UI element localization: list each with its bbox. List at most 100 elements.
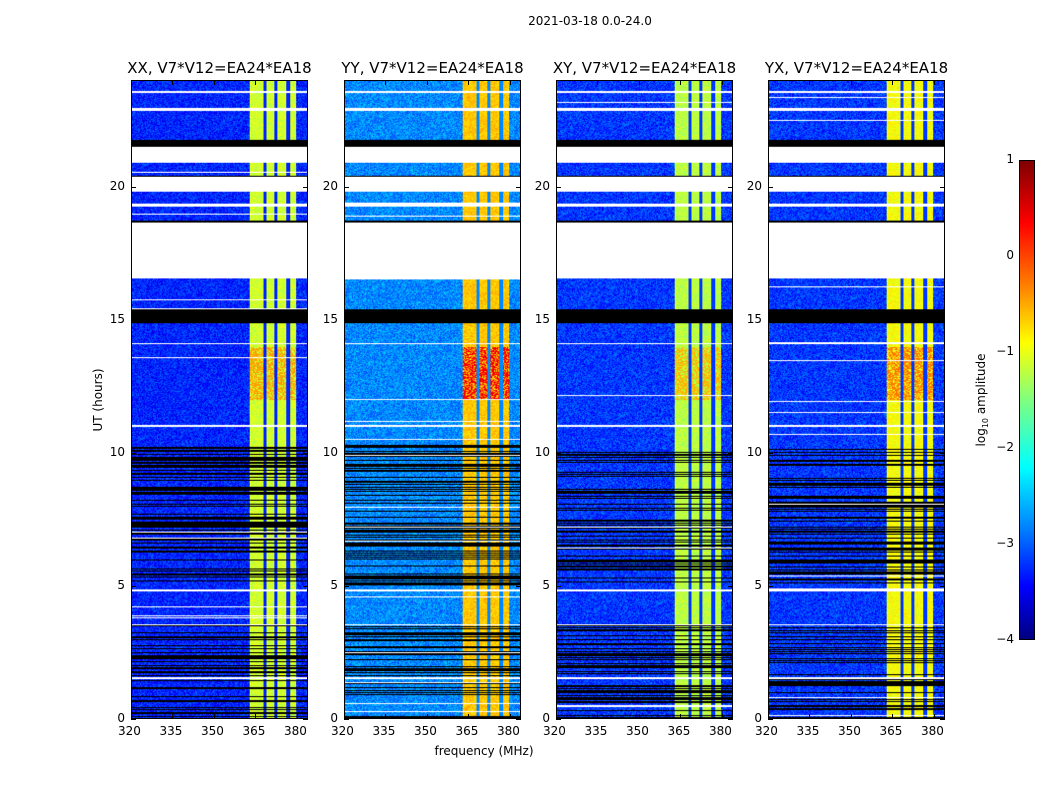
x-tick-mark: [597, 80, 599, 85]
x-tick-label: 350: [200, 724, 224, 738]
colorbar-tick-label: 1: [1006, 152, 1014, 166]
y-tick-label: 15: [109, 311, 125, 326]
y-tick-mark: [768, 319, 773, 321]
y-tick-label: 15: [746, 311, 762, 326]
y-tick-mark: [556, 186, 561, 188]
y-tick-mark: [940, 319, 945, 321]
x-tick-label: 320: [118, 724, 141, 738]
panel-title: YY, V7*V12=EA24*EA18: [341, 59, 524, 77]
colorbar: [1019, 160, 1035, 640]
y-tick-mark: [344, 319, 349, 321]
waterfall-heatmap: [557, 81, 732, 718]
panel-title: XX, V7*V12=EA24*EA18: [127, 59, 312, 77]
x-tick-mark: [426, 80, 428, 85]
y-tick-label: 0: [754, 711, 762, 725]
waterfall-panel: [131, 80, 308, 719]
x-tick-mark: [680, 80, 682, 85]
colorbar-tick-label: −2: [996, 440, 1014, 454]
x-tick-label: 365: [242, 724, 266, 738]
x-tick-mark: [468, 714, 470, 719]
waterfall-panel: [768, 80, 945, 719]
x-tick-mark: [721, 80, 723, 85]
waterfall-panel: [344, 80, 521, 719]
x-tick-mark: [556, 714, 557, 719]
x-tick-label: 350: [625, 724, 649, 738]
y-tick-label: 10: [746, 444, 762, 459]
x-tick-mark: [509, 714, 511, 719]
y-tick-mark: [768, 585, 773, 587]
colorbar-tick-label: −3: [996, 536, 1014, 550]
y-tick-mark: [303, 319, 308, 321]
y-tick-label: 5: [754, 577, 762, 592]
colorbar-tick-label: 0: [1006, 248, 1014, 262]
x-tick-mark: [638, 714, 640, 719]
y-axis-label: UT (hours): [91, 368, 105, 432]
y-tick-mark: [768, 186, 773, 188]
x-tick-mark: [556, 80, 557, 85]
y-tick-mark: [940, 452, 945, 454]
y-tick-mark: [516, 585, 521, 587]
y-tick-mark: [556, 719, 561, 720]
y-tick-mark: [516, 452, 521, 454]
x-tick-mark: [131, 714, 132, 719]
y-tick-mark: [344, 186, 349, 188]
x-tick-mark: [172, 714, 174, 719]
y-tick-mark: [131, 719, 136, 720]
y-tick-mark: [131, 186, 136, 188]
x-tick-mark: [892, 80, 894, 85]
y-tick-mark: [556, 585, 561, 587]
x-tick-mark: [213, 714, 215, 719]
y-tick-mark: [940, 719, 945, 720]
x-tick-mark: [721, 714, 723, 719]
y-tick-mark: [768, 719, 773, 720]
y-tick-label: 0: [117, 711, 125, 725]
x-tick-mark: [680, 714, 682, 719]
x-tick-label: 380: [920, 724, 944, 738]
x-tick-label: 365: [667, 724, 691, 738]
y-tick-mark: [940, 585, 945, 587]
y-tick-label: 20: [109, 178, 125, 193]
y-tick-label: 0: [330, 711, 338, 725]
y-tick-mark: [131, 585, 136, 587]
x-tick-mark: [892, 714, 894, 719]
y-tick-mark: [516, 319, 521, 321]
x-tick-mark: [296, 714, 298, 719]
y-tick-mark: [131, 319, 136, 321]
x-tick-label: 350: [837, 724, 861, 738]
y-tick-label: 10: [322, 444, 338, 459]
x-tick-mark: [344, 80, 345, 85]
x-tick-label: 335: [796, 724, 820, 738]
y-tick-mark: [303, 452, 308, 454]
x-tick-label: 350: [413, 724, 437, 738]
x-tick-mark: [255, 714, 257, 719]
y-tick-mark: [940, 186, 945, 188]
waterfall-panel: [556, 80, 733, 719]
x-tick-mark: [809, 80, 811, 85]
panel-title: XY, V7*V12=EA24*EA18: [552, 59, 737, 77]
y-tick-mark: [516, 186, 521, 188]
x-tick-mark: [468, 80, 470, 85]
x-tick-label: 335: [159, 724, 183, 738]
y-tick-mark: [344, 719, 349, 720]
colorbar-tick-label: −1: [996, 344, 1014, 358]
x-tick-mark: [768, 80, 769, 85]
y-tick-mark: [131, 452, 136, 454]
y-tick-mark: [728, 319, 733, 321]
y-tick-mark: [768, 452, 773, 454]
y-tick-mark: [728, 585, 733, 587]
x-tick-mark: [509, 80, 511, 85]
x-tick-mark: [850, 80, 852, 85]
y-tick-mark: [556, 452, 561, 454]
x-tick-mark: [344, 714, 345, 719]
colorbar-tick-label: −4: [996, 632, 1014, 646]
x-tick-mark: [933, 80, 935, 85]
x-tick-mark: [597, 714, 599, 719]
x-tick-label: 335: [584, 724, 608, 738]
figure-title: 2021-03-18 0.0-24.0: [528, 14, 652, 28]
y-tick-mark: [556, 319, 561, 321]
y-tick-mark: [516, 719, 521, 720]
waterfall-heatmap: [345, 81, 520, 718]
y-tick-label: 15: [322, 311, 338, 326]
y-tick-label: 10: [109, 444, 125, 459]
